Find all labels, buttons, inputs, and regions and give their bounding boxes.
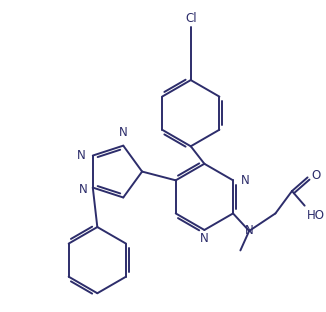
Text: N: N — [245, 224, 254, 237]
Text: Cl: Cl — [185, 12, 197, 25]
Text: N: N — [79, 183, 88, 196]
Text: O: O — [311, 169, 321, 182]
Text: N: N — [200, 232, 209, 245]
Text: HO: HO — [306, 208, 325, 222]
Text: N: N — [119, 126, 128, 139]
Text: N: N — [241, 174, 250, 187]
Text: N: N — [77, 149, 86, 162]
